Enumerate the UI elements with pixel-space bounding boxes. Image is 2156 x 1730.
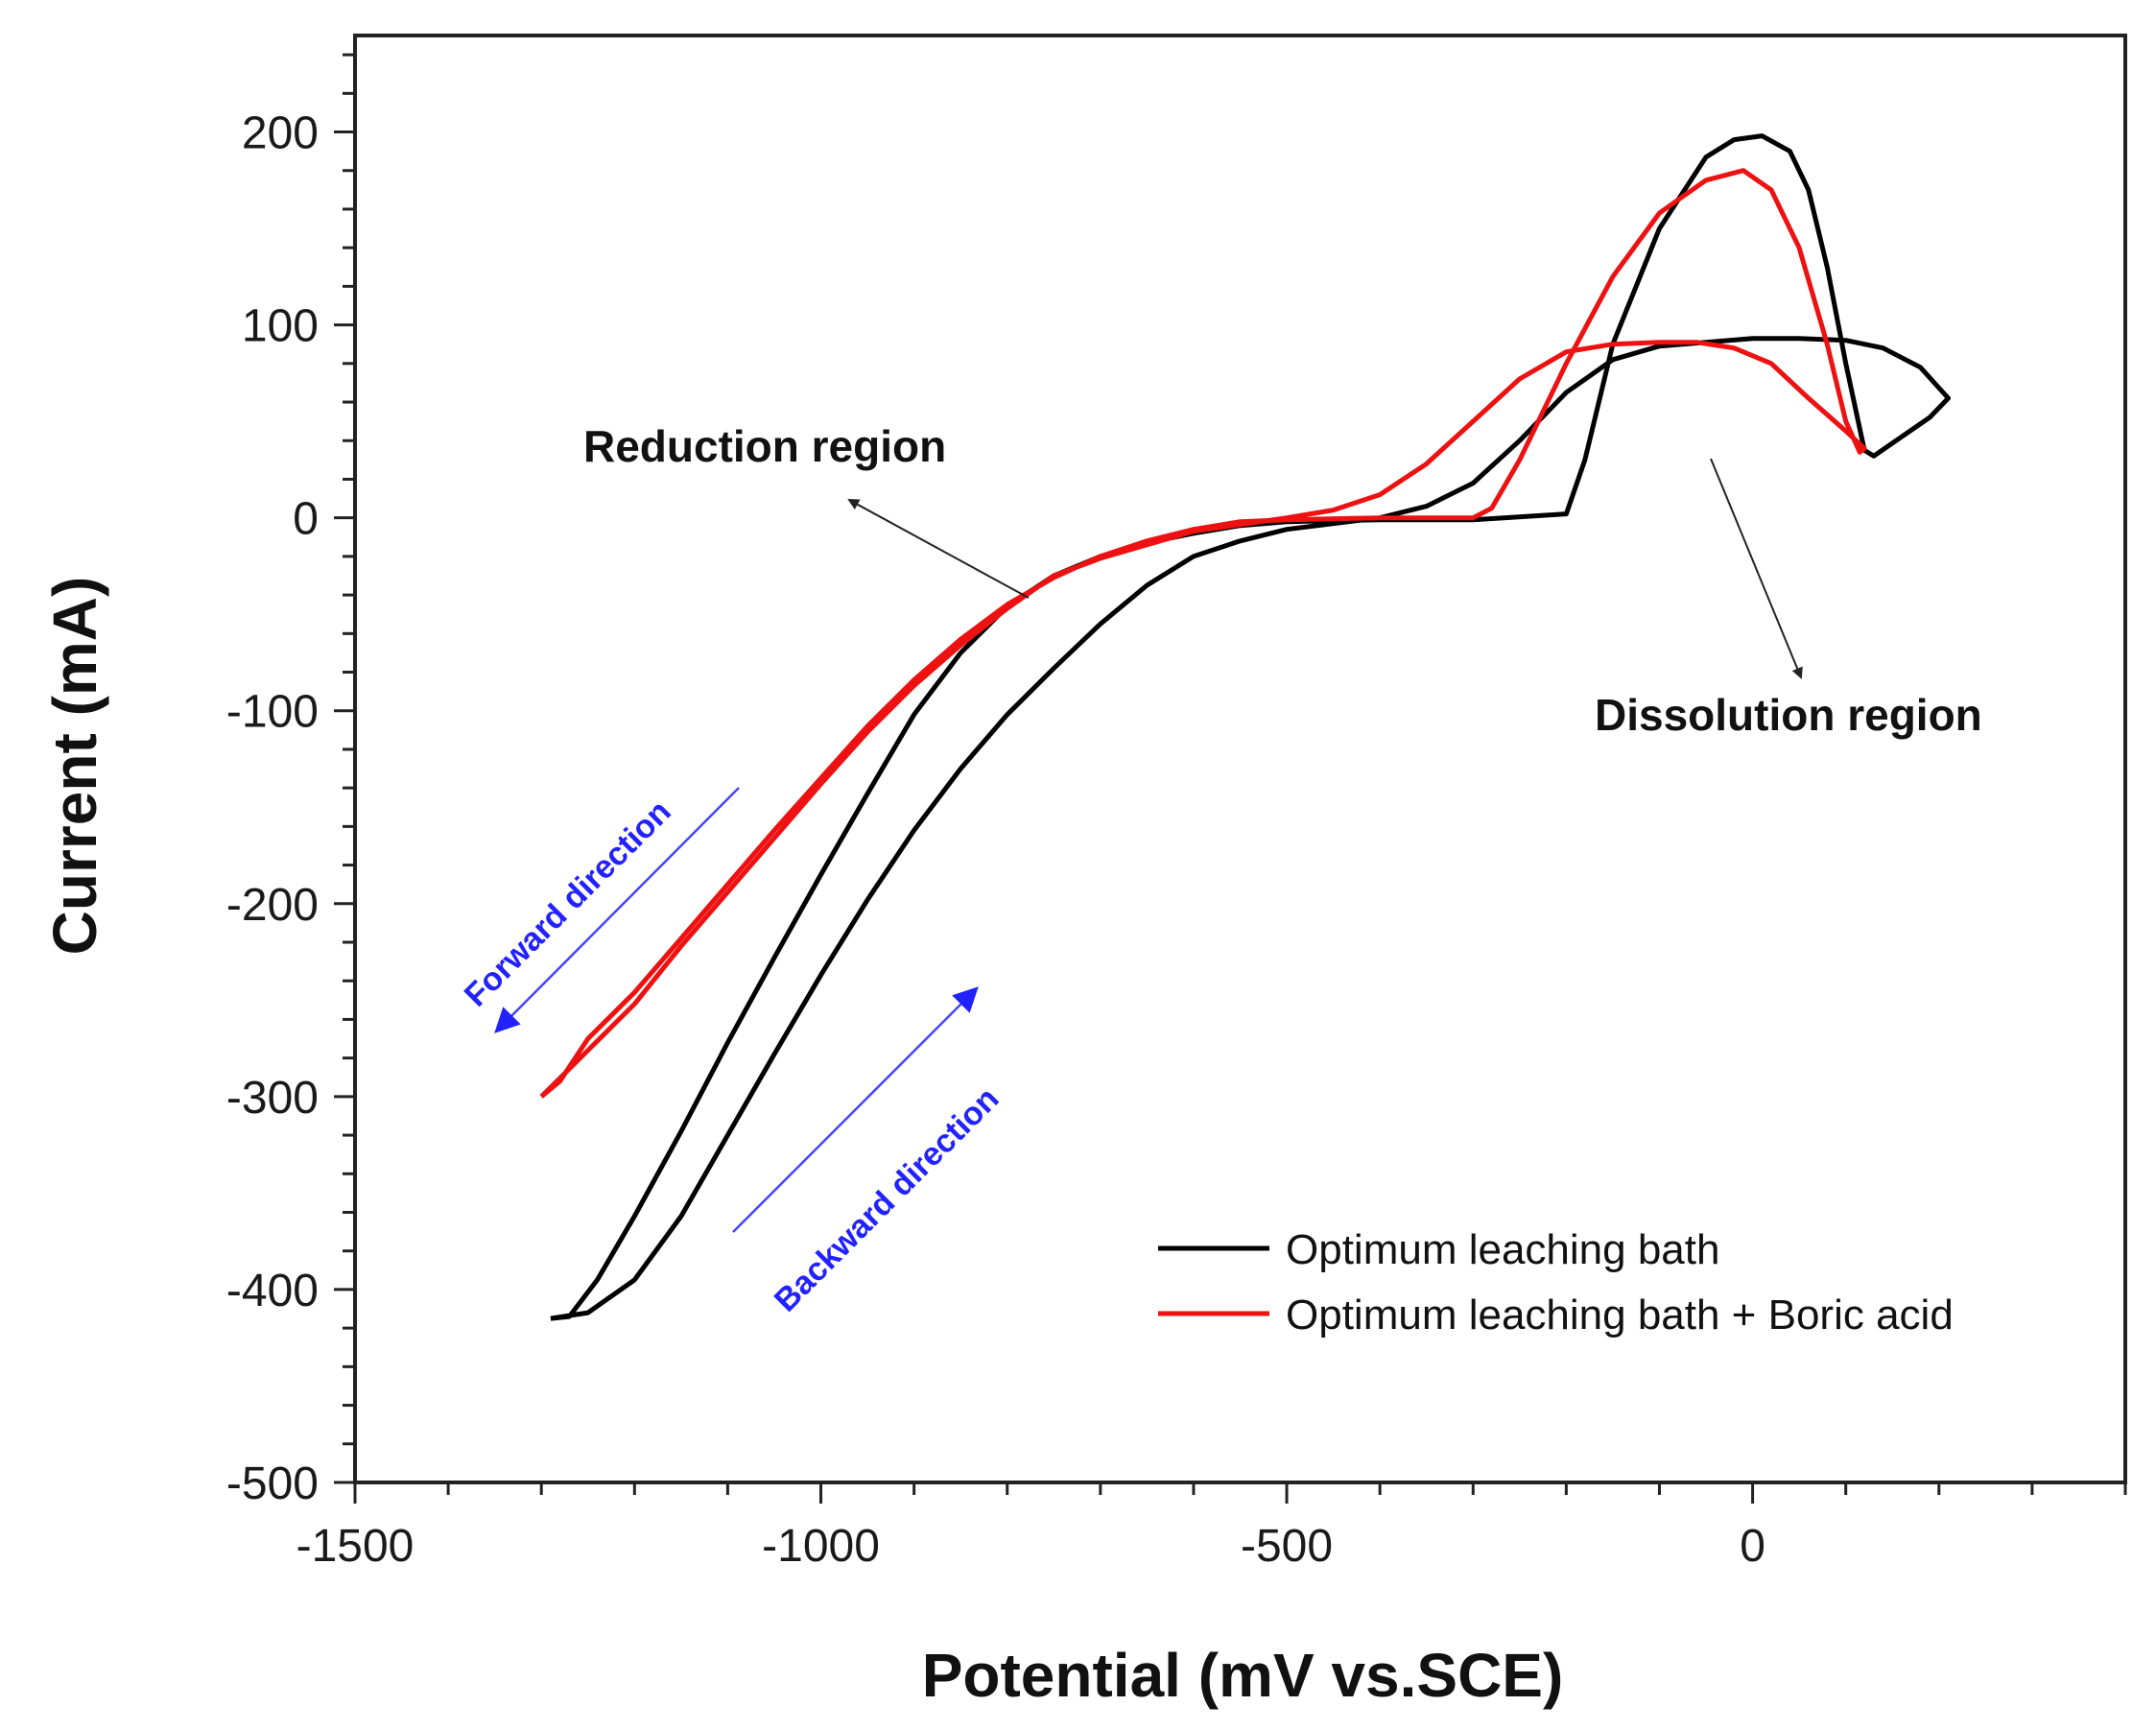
x-tick-label: -1500 [296, 1521, 415, 1572]
x-tick-label: 0 [1740, 1521, 1765, 1572]
reduction-arrow [847, 499, 1030, 599]
axis-ticks [334, 53, 2127, 1504]
y-tick-label: -400 [226, 1266, 319, 1316]
y-tick-label: -300 [226, 1073, 319, 1124]
annotation-reduction-region: Reduction region [583, 421, 946, 471]
legend-label-black: Optimum leaching bath [1286, 1226, 1719, 1273]
y-tick-label: -500 [226, 1458, 319, 1509]
y-tick-label: 100 [242, 301, 319, 352]
series-layer [539, 133, 1951, 1321]
legend-label-red: Optimum leaching bath + Boric acid [1286, 1292, 1954, 1339]
x-axis-title: Potential (mV vs.SCE) [922, 1641, 1564, 1710]
backward-direction-arrow [732, 986, 979, 1233]
legend: Optimum leaching bath Optimum leaching b… [1158, 1226, 1954, 1339]
annotation-dissolution-region: Dissolution region [1595, 690, 1982, 740]
axis-tick-labels: -1500 -1000 -500 0-500-400-300-200-10001002… [226, 108, 1765, 1572]
y-tick-label: 0 [293, 494, 319, 545]
series-line-1 [539, 168, 1867, 1099]
x-tick-label: -500 [1241, 1521, 1333, 1572]
y-tick-label: -100 [226, 687, 319, 738]
plot-frame [353, 34, 2127, 1484]
y-axis-title: Current (mA) [40, 577, 109, 956]
x-tick-label: -1000 [762, 1521, 880, 1572]
forward-direction-arrow [494, 787, 740, 1033]
annotation-backward-direction: Backward direction [768, 1080, 1007, 1319]
y-tick-label: -200 [226, 880, 319, 931]
y-tick-label: 200 [242, 108, 319, 159]
dissolution-arrow [1710, 458, 1803, 679]
